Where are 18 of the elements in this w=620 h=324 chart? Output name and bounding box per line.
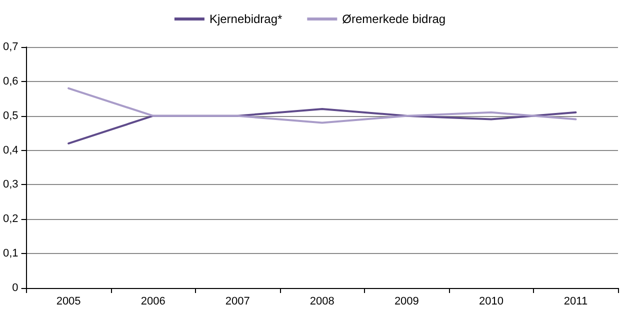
legend-label: Øremerkede bidrag	[342, 12, 446, 26]
x-tick-label: 2009	[394, 296, 419, 308]
x-tick-label: 2011	[564, 296, 588, 308]
x-tick-label: 2008	[310, 296, 334, 308]
y-tick-label: 0	[12, 282, 18, 294]
x-tick-label: 2006	[140, 296, 166, 308]
legend-label: Kjernebidrag*	[209, 12, 282, 26]
y-tick-label: 0,1	[2, 248, 18, 260]
x-tick-label: 2010	[478, 296, 504, 308]
y-tick-label: 0,4	[2, 144, 18, 156]
y-tick-label: 0,3	[2, 178, 18, 191]
y-tick-label: 0,6	[2, 75, 18, 88]
y-tick-label: 0,5	[2, 110, 18, 122]
line-series	[68, 87, 577, 124]
y-tick-label: 0,7	[2, 41, 18, 53]
x-tick-label: 2007	[225, 296, 250, 308]
x-tick-label: 2005	[56, 296, 81, 308]
y-tick-label: 0,2	[2, 213, 18, 226]
